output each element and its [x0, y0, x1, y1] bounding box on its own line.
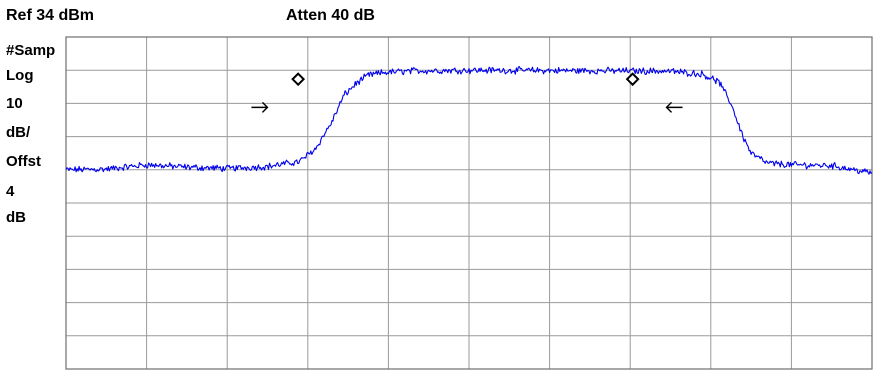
- spectrum-trace: [65, 66, 873, 175]
- scale-unit-label: dB/: [6, 124, 31, 141]
- arrow-right-icon: [251, 101, 269, 113]
- plot-frame: [65, 36, 873, 370]
- offset-value-label: 4: [6, 183, 15, 200]
- marker-diamond-2: [625, 72, 640, 87]
- marker-diamond-1: [291, 72, 306, 87]
- graticule: [66, 37, 872, 369]
- scale-value-label: 10: [6, 95, 23, 112]
- offset-label: Offst: [6, 153, 41, 170]
- plot-area: [65, 36, 873, 370]
- arrow-left-icon: [665, 101, 683, 113]
- scale-type-label: Log: [6, 67, 34, 84]
- attenuation-label: Atten 40 dB: [286, 7, 375, 24]
- ref-level-label: Ref 34 dBm: [6, 7, 94, 24]
- offset-unit-label: dB: [6, 209, 26, 226]
- detector-label: #Samp: [6, 42, 55, 59]
- trace-markers: [251, 72, 683, 113]
